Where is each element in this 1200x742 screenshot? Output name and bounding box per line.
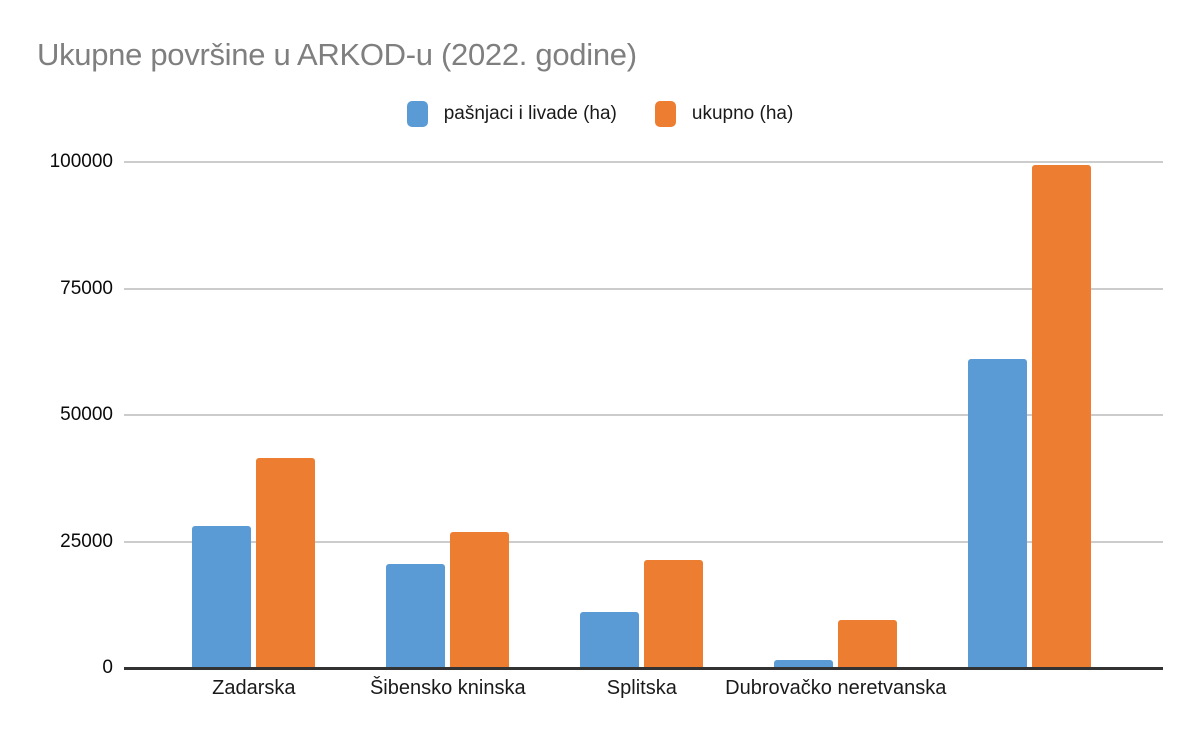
legend-item-0: pašnjaci i livade (ha): [406, 101, 617, 127]
bar-series0-group1: [386, 563, 446, 668]
x-axis-line: [124, 666, 1163, 670]
y-axis-tick-label: 100000: [49, 151, 113, 172]
legend-item-1: ukupno (ha): [654, 101, 794, 127]
y-axis-tick-label: 75000: [60, 277, 113, 299]
bar-series0-group2: [580, 611, 640, 668]
gridline: [124, 414, 1163, 416]
category-label-0: Zadarska: [212, 677, 296, 699]
category-label-1: Šibensko kninska: [369, 677, 526, 699]
bar-series0-group4: [968, 359, 1028, 668]
y-axis-tick-label: 50000: [60, 404, 113, 425]
legend-swatch-icon: [406, 101, 428, 127]
category-label-2: Splitska: [606, 677, 677, 699]
y-axis-tick-label: 0: [102, 657, 113, 678]
bar-series0-group3: [774, 659, 834, 668]
bar-series1-group3: [838, 619, 898, 668]
legend-label: pašnjaci i livade (ha): [443, 103, 617, 124]
bar-series1-group2: [644, 559, 704, 668]
gridline: [124, 540, 1163, 543]
chart-title: Ukupne površine u ARKOD-u (2022. godine): [37, 37, 637, 72]
bar-series0-group0: [192, 526, 252, 668]
gridline: [124, 161, 1163, 163]
legend-label: ukupno (ha): [691, 103, 794, 124]
chart-legend: pašnjaci i livade (ha) ukupno (ha): [0, 98, 1200, 130]
category-label-3: Dubrovačko neretvanska: [725, 677, 947, 699]
gridline: [124, 287, 1163, 290]
bar-series1-group1: [450, 531, 510, 668]
y-axis-tick-label: 25000: [60, 530, 113, 552]
bar-series1-group0: [256, 458, 316, 668]
legend-swatch-icon: [654, 101, 676, 127]
bar-series1-group4: [1032, 165, 1092, 668]
